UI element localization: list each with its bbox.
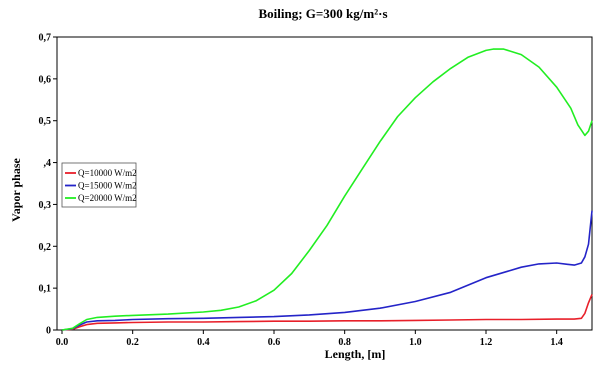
- y-tick-label: ,4: [44, 158, 52, 169]
- legend-item: Q=10000 W/m2: [78, 168, 137, 178]
- series-line-2: [61, 210, 593, 331]
- y-tick-label: 0,1: [39, 284, 52, 295]
- x-axis: 0.0 0.2 0.4 0.6 0.8 1.0 1.2 1.4: [56, 330, 563, 348]
- y-axis: 0 0,1 0,2 0,3 ,4 0,5 0,6 0,7: [39, 33, 57, 337]
- x-tick-label: 1.0: [409, 337, 422, 348]
- x-tick-label: 0.2: [126, 337, 139, 348]
- y-tick-label: 0,2: [39, 242, 52, 253]
- y-tick-label: 0: [46, 326, 51, 337]
- x-tick-label: 0.0: [56, 337, 69, 348]
- y-axis-label: Vapor phase: [9, 157, 23, 221]
- y-tick-label: 0,3: [39, 200, 52, 211]
- legend: Q=10000 W/m2 Q=15000 W/m2 Q=20000 W/m2: [61, 162, 137, 208]
- plot-frame: [56, 36, 593, 331]
- series-line-1: [61, 294, 593, 331]
- series-line-3: [61, 48, 593, 331]
- y-tick-label: 0,6: [39, 74, 52, 85]
- y-tick-label: 0,5: [39, 116, 52, 127]
- x-tick-label: 1.4: [550, 337, 563, 348]
- x-tick-label: 0.6: [268, 337, 281, 348]
- x-tick-label: 0.4: [197, 337, 210, 348]
- series-lines: [61, 48, 593, 331]
- x-tick-label: 1.2: [480, 337, 493, 348]
- x-axis-label: Length, [m]: [325, 347, 386, 361]
- x-tick-label: 0.8: [338, 337, 351, 348]
- y-tick-label: 0,7: [39, 33, 52, 44]
- legend-item: Q=15000 W/m2: [78, 181, 137, 191]
- legend-item: Q=20000 W/m2: [78, 193, 137, 203]
- chart-title: Boiling; G=300 kg/m²·s: [258, 6, 387, 21]
